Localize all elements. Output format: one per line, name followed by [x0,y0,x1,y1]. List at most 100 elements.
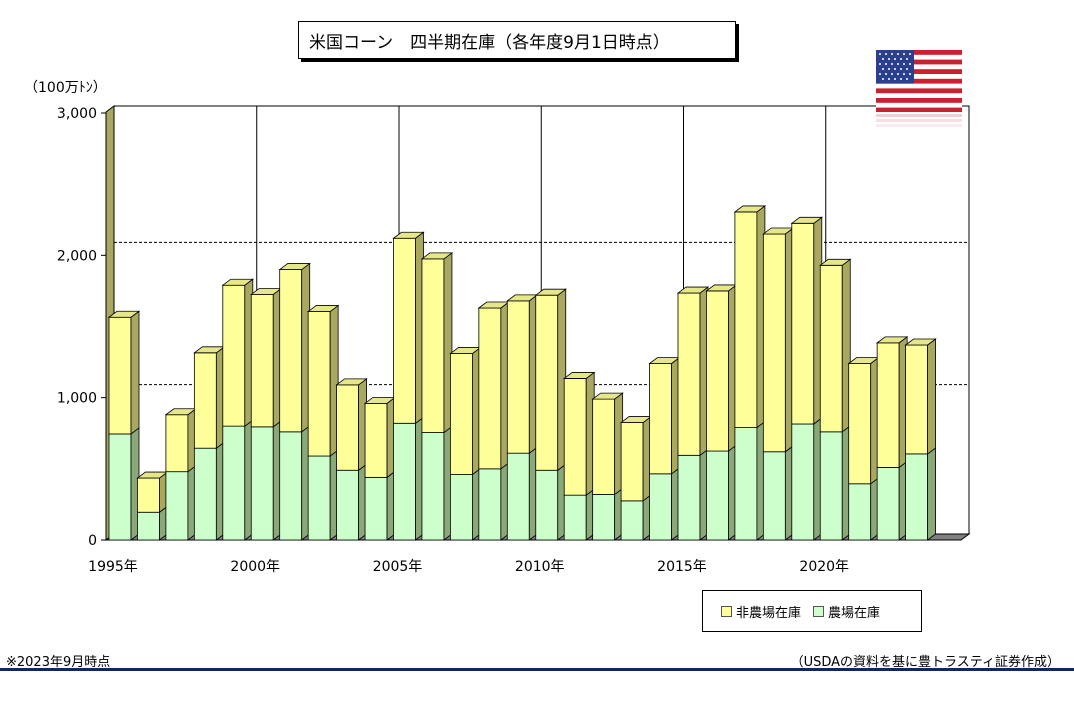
bar-nonfarm-2007-front [449,353,473,475]
bar-nonfarm-2003-front [336,384,360,471]
bar-farm-2023-side [927,447,936,541]
bar-farm-2021-front [848,483,872,541]
bar-nonfarm-1995-front [108,316,132,435]
bar-nonfarm-2011-top [563,372,596,379]
bar-nonfarm-2002-front [307,311,331,457]
bar-nonfarm-1995-side [130,310,140,435]
bar-nonfarm-2009-front [506,300,530,454]
bar-farm-2020-front [819,431,843,541]
bar-nonfarm-2022-front [876,342,900,468]
bar-farm-2010-front [535,469,559,541]
y-tick-label: 2,000 [57,248,97,264]
bar-farm-2000-front [250,426,274,541]
bar-farm-2002-front [307,455,331,541]
bar-nonfarm-2018-front [762,233,786,453]
y-axis-unit-label: （100万ﾄﾝ） [24,80,107,96]
bar-nonfarm-1999-top [221,278,255,286]
legend-item-non-farm: 非農場在庫 [721,602,801,621]
x-tick-label: 1995年 [88,559,138,575]
bar-nonfarm-2016-front [706,290,729,452]
bar-nonfarm-2023-front [905,344,928,455]
bar-nonfarm-1995-top [107,310,141,318]
y-tick-label: 0 [88,533,97,549]
bar-nonfarm-2021-front [848,363,872,485]
bar-nonfarm-2001-front [279,269,303,433]
bar-nonfarm-1996-front [137,477,160,513]
y-tick-label: 1,000 [57,391,97,407]
bar-farm-1998-front [193,447,217,541]
footer-divider [0,668,1074,671]
bar-farm-2008-front [478,468,502,541]
bar-nonfarm-2010-front [535,294,559,471]
bar-farm-2001-front [279,431,303,541]
x-tick-label: 2015年 [657,559,707,575]
legend-swatch-non-farm [721,605,732,617]
bar-nonfarm-2005-top [392,231,425,239]
bar-farm-2009-front [506,452,530,541]
chart-title: 米国コーン 四半期在庫（各年度9月1日時点） [298,21,736,59]
bar-nonfarm-2010-top [534,288,567,296]
legend-item-farm: 農場在庫 [813,602,880,621]
legend-swatch-farm [813,605,825,617]
bar-farm-1995-front [108,433,132,541]
bar-nonfarm-2001-top [278,263,311,270]
bar-farm-2023-front [905,453,928,541]
legend-label-farm: 農場在庫 [828,605,881,621]
bar-nonfarm-2012-top [591,392,624,400]
x-tick-label: 2010年 [515,559,565,575]
bar-nonfarm-2014-front [649,363,672,475]
bar-nonfarm-1997-front [165,414,189,473]
us-flag-icon [876,50,962,127]
bar-farm-2011-front [563,494,587,541]
bar-farm-2016-front [706,450,729,541]
bar-farm-2006-front [421,432,445,541]
bar-farm-2019-front [791,423,815,541]
y-tick-label: 3,000 [57,106,97,122]
bar-farm-2003-front [336,469,360,541]
bar-nonfarm-2006-front [421,258,445,433]
bar-nonfarm-2005-front [393,237,416,424]
x-tick-label: 2005年 [373,559,423,575]
bar-nonfarm-2020-top [819,258,852,266]
bar-nonfarm-2002-top [306,305,340,312]
bar-nonfarm-2013-front [620,422,644,502]
bar-nonfarm-2012-front [592,398,616,495]
bar-farm-2013-front [620,500,644,541]
bar-nonfarm-1998-front [193,352,217,449]
bar-farm-2014-front [649,473,672,541]
x-tick-label: 2020年 [799,559,849,575]
bar-nonfarm-2015-top [676,286,710,294]
bar-farm-2015-front [677,454,701,541]
bar-nonfarm-2019-top [790,216,823,224]
bar-nonfarm-2008-front [478,307,502,470]
legend-label-non-farm: 非農場在庫 [736,605,802,621]
bar-nonfarm-2017-front [734,211,758,428]
source-credit: （USDAの資料を基に豊トラスティ証券作成） [790,655,1060,670]
bar-farm-1999-front [222,425,246,541]
bar-nonfarm-2017-top [733,205,767,213]
bar-nonfarm-2011-front [563,378,587,496]
x-tick-label: 2000年 [230,559,280,575]
bar-nonfarm-2019-front [791,222,815,425]
bar-farm-2007-front [449,474,473,541]
chart-legend: 非農場在庫 農場在庫 [702,590,922,632]
bar-nonfarm-2022-top [875,336,909,344]
bar-farm-2022-front [876,467,900,541]
bar-nonfarm-2015-front [677,292,701,456]
bar-nonfarm-2006-top [420,252,454,260]
bar-nonfarm-2020-front [819,264,843,433]
bar-nonfarm-2023-top [904,338,937,346]
bar-farm-2017-front [734,427,758,541]
bar-farm-2005-front [393,422,416,541]
bar-farm-1997-front [165,471,189,541]
bar-nonfarm-2000-front [250,294,274,428]
bar-farm-1996-front [137,511,160,541]
bar-nonfarm-2004-front [364,402,388,478]
bar-farm-2012-front [592,494,616,541]
bar-farm-2004-front [364,476,388,541]
footnote: ※2023年9月時点 [6,655,111,670]
bar-nonfarm-2003-top [335,378,368,386]
bar-farm-2018-front [762,451,786,541]
bar-nonfarm-2023-side [927,338,936,455]
